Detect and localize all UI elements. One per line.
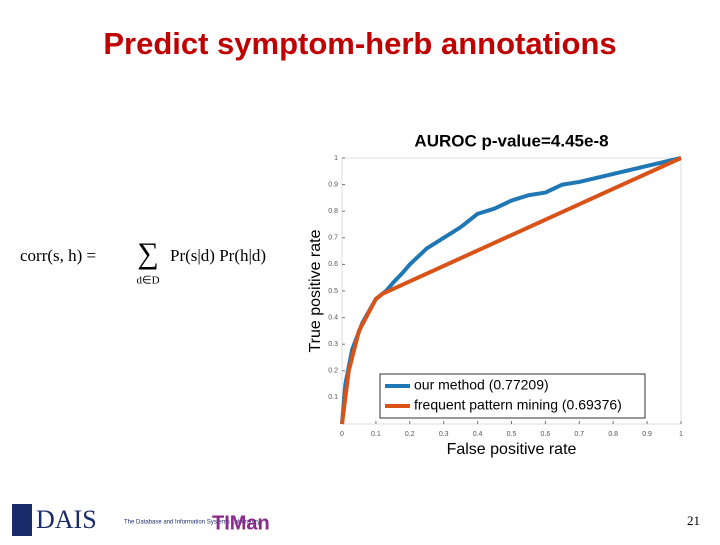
- formula-sum: ∑: [137, 237, 158, 270]
- formula-lhs: corr(s, h) =: [20, 246, 96, 265]
- x-tick-label: 0.1: [371, 431, 381, 438]
- legend-label: frequent pattern mining (0.69376): [414, 397, 622, 413]
- roc-line: [340, 156, 682, 425]
- y-tick-label: 0.1: [328, 394, 338, 401]
- formula-sub: d∈D: [136, 275, 159, 287]
- y-tick-label: 0.2: [328, 368, 338, 375]
- x-tick-label: 0.4: [473, 431, 483, 438]
- x-tick-label: 0: [340, 431, 344, 438]
- chart-title: AUROC p-value=4.45e-8: [414, 131, 608, 150]
- formula: corr(s, h) = ∑ d∈D Pr(s|d) Pr(h|d): [20, 237, 266, 287]
- x-tick-label: 0.6: [541, 431, 551, 438]
- x-axis-label: False positive rate: [447, 441, 577, 458]
- x-tick-label: 0.9: [642, 431, 652, 438]
- legend-box: [379, 373, 646, 419]
- formula-rhs: Pr(s|d) Pr(h|d): [170, 246, 266, 265]
- logo: DAIS: [36, 505, 97, 534]
- x-tick-label: 0.3: [439, 431, 449, 438]
- y-tick-label: 0.5: [328, 288, 338, 295]
- x-tick-label: 0.7: [574, 431, 584, 438]
- logo2: TIMan: [212, 512, 270, 534]
- y-tick-label: 0.6: [328, 261, 338, 268]
- y-axis-label: True positive rate: [307, 229, 324, 352]
- logo-mark: [12, 504, 32, 536]
- legend-label: our method (0.77209): [414, 377, 549, 393]
- y-tick-label: 1: [334, 155, 338, 162]
- lab-name: The Database and Information Systems Lab…: [124, 520, 260, 526]
- x-tick-label: 1: [679, 431, 683, 438]
- y-tick-label: 0.9: [328, 181, 338, 188]
- page-number: 21: [687, 513, 700, 528]
- x-tick-label: 0.5: [507, 431, 517, 438]
- x-tick-label: 0.2: [405, 431, 415, 438]
- y-tick-label: 0.3: [328, 341, 338, 348]
- x-tick-label: 0.8: [608, 431, 618, 438]
- y-tick-label: 0.4: [328, 314, 338, 321]
- y-tick-label: 0.8: [328, 208, 338, 215]
- y-tick-label: 0.7: [328, 235, 338, 242]
- slide-title: Predict symptom-herb annotations: [103, 26, 616, 61]
